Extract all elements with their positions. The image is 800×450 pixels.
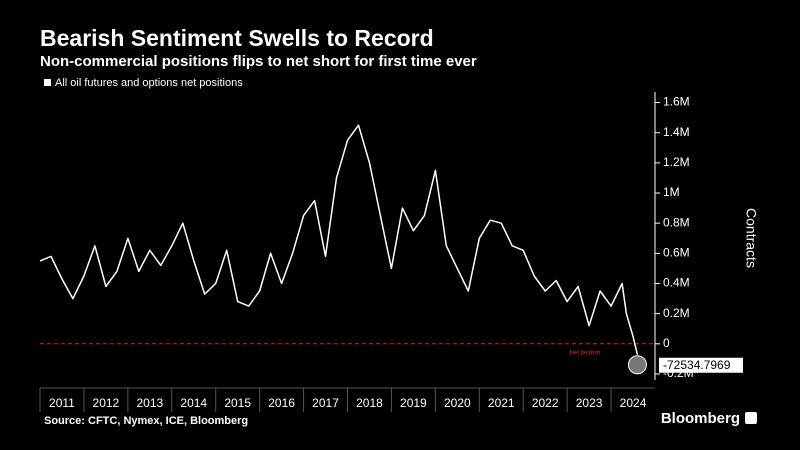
chart-subtitle: Non-commercial positions flips to net sh… [40,53,477,70]
y-tick-label: 0.8M [663,215,690,229]
x-tick-label: 2019 [400,396,427,410]
x-tick-label: 2022 [532,396,559,410]
x-tick-label: 2012 [93,396,120,410]
x-tick-label: 2023 [576,396,603,410]
y-tick-label: 0 [663,336,670,350]
y-tick-label: 1.6M [663,95,690,109]
x-tick-label: 2020 [444,396,471,410]
x-tick-label: 2018 [356,396,383,410]
value-label-box [659,357,743,373]
legend-swatch [44,79,51,86]
annotation: Net bearish [570,350,601,356]
x-tick-label: 2014 [180,396,207,410]
y-axis-label: Contracts [743,208,759,268]
x-tick-label: 2017 [312,396,339,410]
y-tick-label: 1.4M [663,125,690,139]
x-tick-label: 2021 [488,396,515,410]
value-label: -72534.7969 [663,358,731,372]
y-tick-label: 0.4M [663,276,690,290]
source: Source: CFTC, Nymex, ICE, Bloomberg [44,415,248,427]
x-tick-label: 2013 [136,396,163,410]
chart-title: Bearish Sentiment Swells to Record [40,25,434,51]
y-tick-label: 1M [663,185,680,199]
legend-label: All oil futures and options net position… [55,77,243,89]
y-tick-label: 0.2M [663,306,690,320]
y-tick-label: 1.2M [663,155,690,169]
x-tick-label: 2011 [49,396,75,410]
brand: Bloomberg [661,410,740,427]
x-tick-label: 2016 [268,396,295,410]
y-tick-label: 0.6M [663,246,690,260]
x-tick-label: 2024 [620,396,647,410]
brand-icon [745,412,757,424]
line [39,124,639,355]
x-tick-label: 2015 [224,396,251,410]
end-marker [627,355,647,375]
